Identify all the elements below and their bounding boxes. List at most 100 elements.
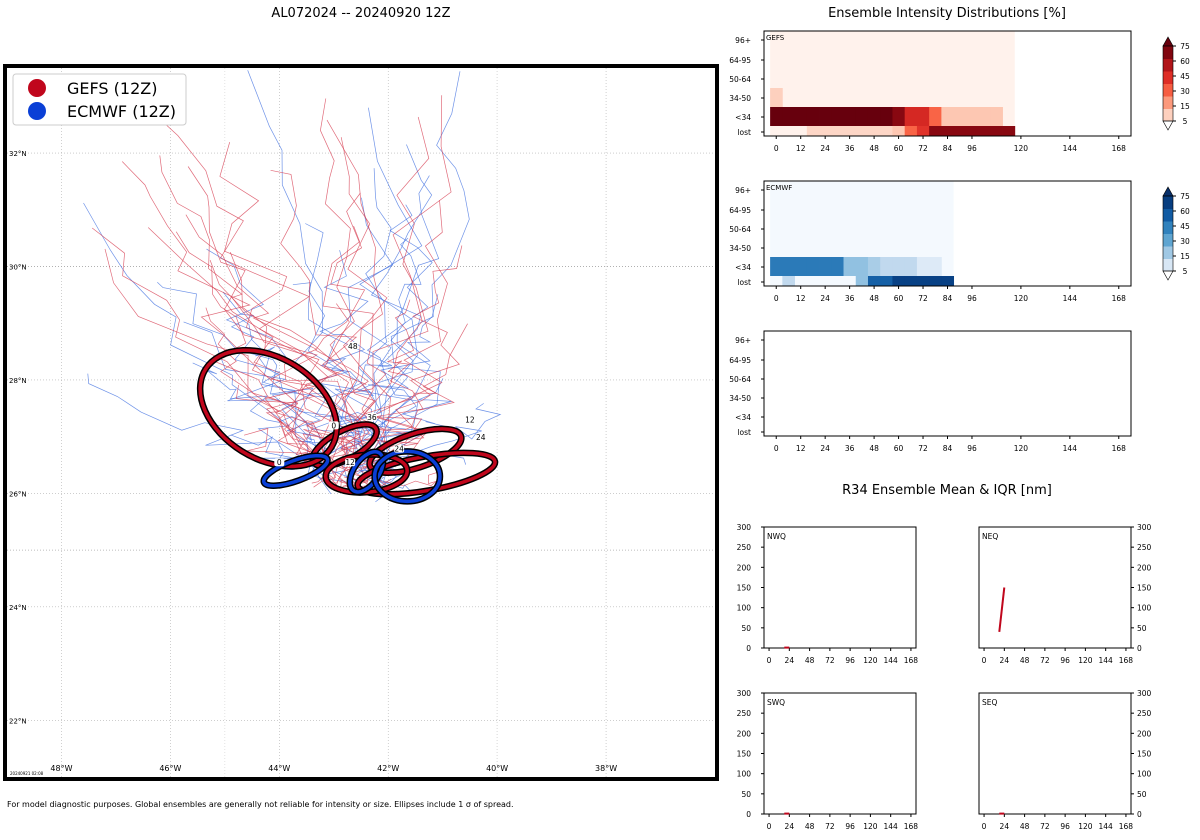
ecmwf-ellipse-0h bbox=[260, 452, 331, 489]
heatmap-cell bbox=[770, 257, 783, 276]
heatmap-cell bbox=[782, 107, 795, 126]
x-tick-label: 0 bbox=[767, 656, 772, 665]
heatmap-cell bbox=[843, 126, 857, 136]
x-tick-label: 48 bbox=[805, 822, 815, 831]
x-tick-label: 168 bbox=[1119, 822, 1134, 831]
heatmap-cell bbox=[916, 107, 930, 126]
ellipse-hour-label: 24 bbox=[476, 433, 486, 442]
heatmap-cell bbox=[831, 257, 844, 276]
ensemble-track bbox=[320, 98, 376, 451]
colorbar-segment bbox=[1163, 108, 1173, 122]
x-tick-label: 12 bbox=[796, 294, 806, 303]
x-tick-label: 72 bbox=[1040, 822, 1050, 831]
heatmap-cell bbox=[892, 107, 906, 126]
heatmap-cell bbox=[806, 107, 820, 126]
ensemble-track bbox=[353, 294, 439, 473]
lon-tick-label: 40°W bbox=[486, 764, 508, 773]
ecmwf-ellipse-24h bbox=[371, 448, 444, 505]
x-tick-label: 72 bbox=[825, 656, 835, 665]
lon-tick-label: 46°W bbox=[159, 764, 181, 773]
x-tick-label: 24 bbox=[820, 294, 830, 303]
x-tick-label: 0 bbox=[767, 822, 772, 831]
legend-ecmwf-marker bbox=[28, 102, 46, 120]
heatmap-cell bbox=[892, 126, 906, 136]
y-tick-label: 150 bbox=[737, 750, 752, 759]
heatmap-cell bbox=[880, 126, 893, 136]
heatmap-cell bbox=[880, 107, 893, 126]
x-tick-label: 0 bbox=[774, 444, 779, 453]
heatmap-cell bbox=[867, 257, 881, 276]
heatmap-cell bbox=[770, 88, 783, 107]
r34-series-line bbox=[998, 587, 1006, 633]
heatmap-cell bbox=[806, 126, 820, 136]
r34-frame bbox=[978, 692, 1132, 815]
heatmap-cell bbox=[904, 126, 918, 136]
heatmap-cell bbox=[819, 107, 832, 126]
y-tick-label: <34 bbox=[735, 263, 751, 272]
colorbar-extend-top bbox=[1162, 36, 1174, 47]
heatmap-cell bbox=[953, 126, 967, 136]
x-tick-label: 120 bbox=[863, 656, 878, 665]
ellipse-label-bg bbox=[394, 444, 405, 453]
colorbar-tick-label: 45 bbox=[1180, 72, 1190, 81]
colorbar-blues: 5 15 30 45 60 75 bbox=[1162, 186, 1190, 281]
x-tick-label: 0 bbox=[982, 656, 987, 665]
colorbar-segment bbox=[1163, 246, 1173, 259]
intensity-panel-empty: lost <34 34-50 50-64 64-95 96+ 0 12 24 36 48 60 72 84… bbox=[729, 330, 1132, 453]
heatmap-cell bbox=[929, 126, 942, 136]
x-tick-label: 168 bbox=[1112, 294, 1127, 303]
ellipse-hour-label: 0 bbox=[277, 458, 282, 467]
x-tick-label: 36 bbox=[845, 444, 855, 453]
heatmap-cell bbox=[819, 126, 832, 136]
colorbar-tick-label: 45 bbox=[1180, 222, 1190, 231]
x-tick-label: 48 bbox=[805, 656, 815, 665]
ellipse-stroke bbox=[367, 427, 464, 475]
heatmap-frame bbox=[763, 330, 1132, 437]
map-tracks bbox=[83, 70, 502, 503]
lon-tick-label: 42°W bbox=[377, 764, 399, 773]
ellipse-label-bg bbox=[366, 412, 377, 421]
y-tick-label: 150 bbox=[737, 584, 752, 593]
x-tick-label: 72 bbox=[1040, 656, 1050, 665]
heatmap-cell bbox=[1002, 126, 1016, 136]
heatmap-cell bbox=[855, 276, 869, 286]
ensemble-track bbox=[192, 362, 326, 456]
ensemble-track bbox=[353, 237, 422, 472]
x-tick-label: 84 bbox=[943, 144, 953, 153]
colorbar-tick-label: 5 bbox=[1183, 267, 1188, 276]
y-tick-label: 50 bbox=[741, 624, 751, 633]
map-legend: GEFS (12Z) ECMWF (12Z) bbox=[12, 73, 187, 126]
y-tick-label: 200 bbox=[1137, 563, 1152, 572]
x-tick-label: 60 bbox=[894, 444, 904, 453]
y-tick-label: lost bbox=[737, 128, 751, 137]
heatmap-cell bbox=[867, 107, 881, 126]
r34-quadrant-label: NWQ bbox=[767, 532, 786, 541]
x-tick-label: 12 bbox=[796, 444, 806, 453]
heatmap-cell bbox=[929, 107, 942, 126]
colorbar-tick-label: 5 bbox=[1183, 117, 1188, 126]
ensemble-track bbox=[324, 303, 375, 454]
heatmap-cell bbox=[978, 107, 991, 126]
y-tick-label: 0 bbox=[746, 644, 751, 653]
x-tick-label: 96 bbox=[1060, 822, 1070, 831]
heatmap-cell bbox=[916, 276, 930, 286]
intensity-panel-gefs: GEFS lost <34 34-50 50-64 64-95 96+ 0 12 24 36 48 60… bbox=[729, 30, 1190, 153]
heatmap-cell bbox=[916, 126, 930, 136]
ensemble-track bbox=[209, 259, 386, 457]
colorbar-segment bbox=[1163, 233, 1173, 247]
y-tick-label: 96+ bbox=[735, 36, 751, 45]
r34-quadrant-label: SWQ bbox=[767, 698, 785, 707]
y-tick-label: 250 bbox=[1137, 543, 1152, 552]
colorbar-segment bbox=[1163, 58, 1173, 72]
heatmap-cell bbox=[941, 107, 955, 126]
map-title: AL072024 -- 20240920 12Z bbox=[271, 6, 450, 21]
legend-ecmwf-label: ECMWF (12Z) bbox=[67, 102, 176, 121]
intensity-title: Ensemble Intensity Distributions [%] bbox=[828, 6, 1066, 21]
ellipse-hour-label: 36 bbox=[367, 413, 377, 422]
heatmap-cell bbox=[794, 257, 808, 276]
heatmap-cell bbox=[782, 276, 795, 286]
y-tick-label: 300 bbox=[1137, 523, 1152, 532]
y-tick-label: 34-50 bbox=[729, 244, 751, 253]
y-tick-label: 50-64 bbox=[729, 75, 751, 84]
